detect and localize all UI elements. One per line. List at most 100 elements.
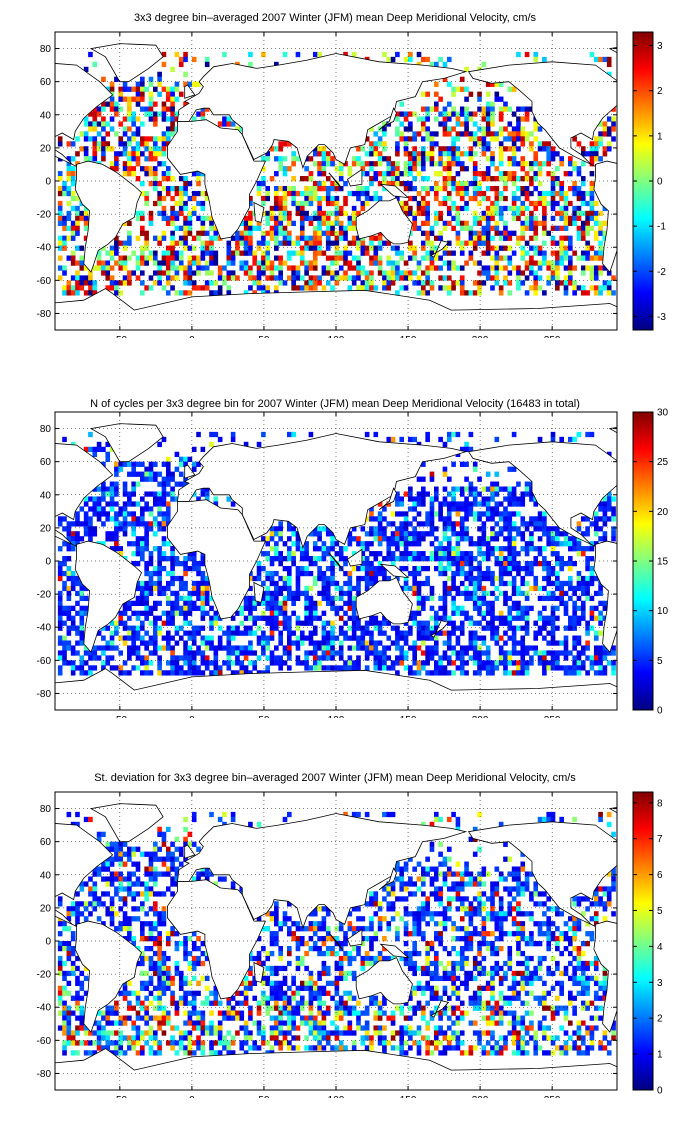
bin-cell xyxy=(421,461,426,467)
bin-cell xyxy=(101,126,106,132)
bin-cell xyxy=(589,615,595,621)
x-tick-label: 250 xyxy=(544,715,561,718)
bin-cell xyxy=(269,526,275,532)
bin-cell xyxy=(157,575,162,582)
bin-cell xyxy=(161,556,167,562)
coastline xyxy=(177,53,468,170)
bin-cell xyxy=(451,660,456,666)
bin-cell xyxy=(498,655,504,661)
bin-cell xyxy=(550,240,556,246)
bin-cell xyxy=(580,610,586,616)
bin-cell xyxy=(585,431,590,438)
bin-cell xyxy=(511,491,517,497)
bin-cell xyxy=(356,185,361,192)
bin-cell xyxy=(382,181,387,187)
bin-cell xyxy=(386,436,392,443)
bin-cell xyxy=(204,240,210,246)
bin-cell xyxy=(364,665,370,671)
bin-cell xyxy=(317,250,322,256)
bin-cell xyxy=(481,610,487,616)
bin-cell xyxy=(494,91,500,97)
bin-cell xyxy=(109,620,115,626)
bin-cell xyxy=(494,471,500,477)
bin-cell xyxy=(494,270,500,276)
bin-cell xyxy=(92,655,98,661)
bin-cell xyxy=(343,570,348,577)
bin-cell xyxy=(140,660,145,666)
bin-cell xyxy=(373,575,379,582)
bin-cell xyxy=(174,240,180,246)
bin-cell xyxy=(239,220,245,226)
bin-cell xyxy=(109,81,115,87)
bin-cell xyxy=(140,260,145,266)
bin-cell xyxy=(537,551,543,557)
bin-cell xyxy=(589,610,595,616)
bin-cell xyxy=(524,215,530,222)
bin-cell xyxy=(537,166,543,172)
bin-cell xyxy=(109,285,115,291)
bin-cell xyxy=(412,245,417,251)
bin-cell xyxy=(524,565,530,572)
bin-cell xyxy=(451,151,456,157)
bin-cell xyxy=(429,136,435,142)
bin-cell xyxy=(606,116,612,122)
bin-cell xyxy=(373,615,379,621)
bin-cell xyxy=(343,556,348,562)
bin-cell xyxy=(161,541,167,547)
coastline xyxy=(89,43,164,83)
bin-cell xyxy=(382,176,387,182)
bin-cell xyxy=(157,600,162,606)
bin-cell xyxy=(546,146,552,152)
bin-cell xyxy=(101,506,106,512)
bin-cell xyxy=(386,546,392,552)
bin-cell xyxy=(472,290,478,296)
y-tick-label: 40 xyxy=(40,490,52,501)
bin-cell xyxy=(127,635,132,641)
bin-cell xyxy=(464,121,469,127)
bin-cell xyxy=(472,141,478,147)
bin-cell xyxy=(537,585,543,592)
bin-cell xyxy=(191,551,197,557)
bin-cell xyxy=(459,446,465,453)
bin-cell xyxy=(83,146,89,152)
bin-cell xyxy=(459,531,465,537)
bin-cell xyxy=(446,111,452,117)
bin-cell xyxy=(442,466,448,472)
bin-cell xyxy=(520,575,526,582)
bin-cell xyxy=(174,275,180,281)
colorbar-tick-label: -3 xyxy=(657,312,666,323)
bin-cell xyxy=(550,536,556,542)
bin-cell xyxy=(174,290,180,296)
bin-cell xyxy=(148,590,154,597)
bin-cell xyxy=(131,640,136,646)
bin-cell xyxy=(593,630,599,636)
bin-cell xyxy=(485,81,491,87)
bin-cell xyxy=(585,620,590,626)
bin-cell xyxy=(589,595,595,602)
bin-cell xyxy=(442,275,448,281)
bin-cell xyxy=(459,76,465,82)
bin-cell xyxy=(165,171,171,177)
bin-cell xyxy=(589,245,595,251)
bin-cell xyxy=(533,260,539,266)
bin-cell xyxy=(351,536,357,542)
bin-cell xyxy=(109,446,115,453)
bin-cell xyxy=(148,76,154,82)
bin-cell xyxy=(230,645,236,651)
bin-cell xyxy=(178,56,184,63)
bin-cell xyxy=(550,205,556,212)
bin-cell xyxy=(451,91,456,97)
bin-cell xyxy=(395,151,400,157)
bin-cell xyxy=(317,181,322,187)
bin-cell xyxy=(261,230,266,236)
bin-cell xyxy=(498,205,504,212)
bin-cell xyxy=(559,156,564,162)
bin-cell xyxy=(230,250,236,256)
bin-cell xyxy=(533,205,539,212)
bin-cell xyxy=(520,176,526,182)
bin-cell xyxy=(546,615,552,621)
bin-cell xyxy=(321,620,327,626)
bin-cell xyxy=(529,645,534,651)
bin-cell xyxy=(105,121,111,127)
bin-cell xyxy=(338,250,344,256)
